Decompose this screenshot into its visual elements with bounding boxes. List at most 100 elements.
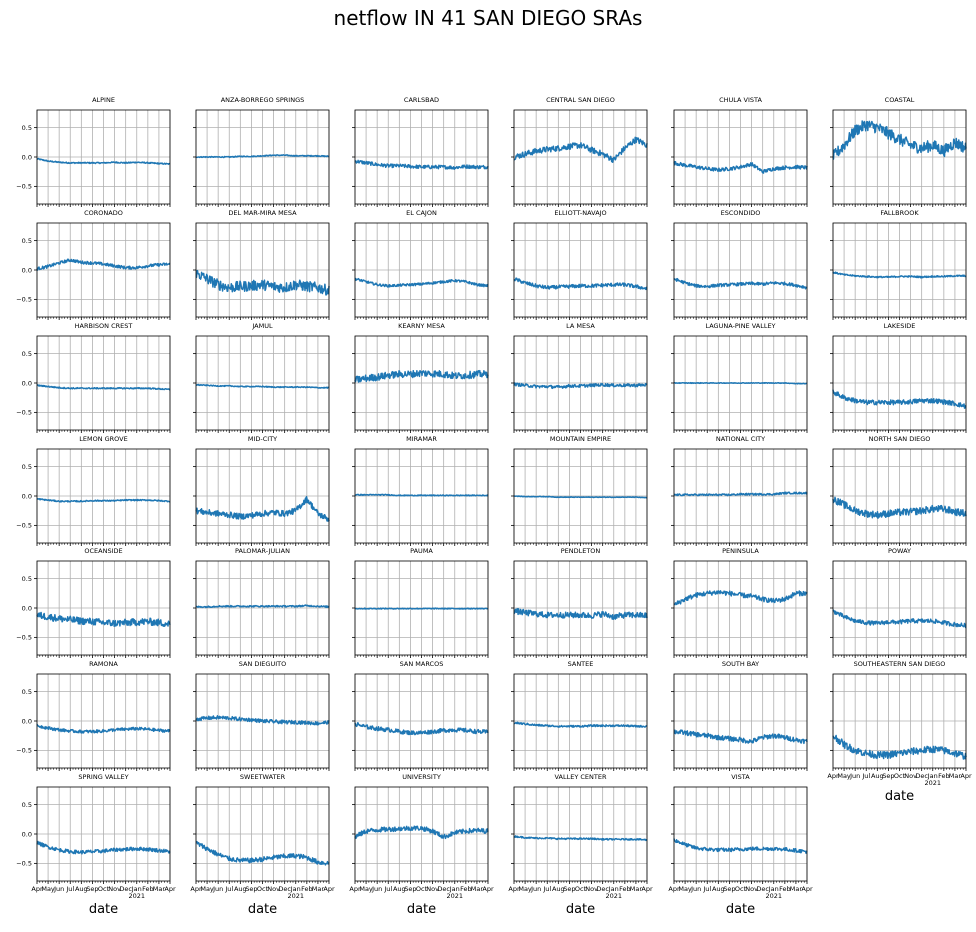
panel-el-cajon: EL CAJON bbox=[352, 209, 489, 320]
series-line bbox=[673, 381, 808, 385]
series-line bbox=[513, 607, 648, 620]
series-line bbox=[354, 825, 489, 840]
figure-title: netflow IN 41 SAN DIEGO SRAs bbox=[333, 6, 643, 30]
panel-elliott-navajo: ELLIOTT-NAVAJO bbox=[511, 209, 648, 320]
panel-title: CHULA VISTA bbox=[719, 96, 762, 104]
x-tick-label: Feb bbox=[142, 885, 154, 893]
x-tick-label: Apr bbox=[641, 885, 653, 893]
series-line bbox=[832, 389, 967, 409]
series-line bbox=[36, 498, 171, 503]
x-axis-label: date bbox=[407, 902, 436, 917]
panel-title: ELLIOTT-NAVAJO bbox=[554, 209, 606, 217]
series-line bbox=[36, 157, 171, 166]
y-tick-label: −0.5 bbox=[16, 183, 32, 191]
x-tick-label: Jul bbox=[383, 885, 392, 893]
series-line bbox=[673, 491, 808, 497]
y-tick-label: 0.5 bbox=[22, 801, 32, 809]
series-line bbox=[513, 835, 648, 842]
x-tick-label: Nov bbox=[745, 885, 758, 893]
x-tick-label: Jan bbox=[927, 772, 938, 780]
x-tick-label: Feb bbox=[938, 772, 950, 780]
panel-title: HARBISON CREST bbox=[75, 322, 133, 330]
panel-title: SAN DIEGUITO bbox=[239, 660, 286, 668]
series-line bbox=[673, 277, 808, 290]
series-line bbox=[36, 384, 171, 391]
y-tick-label: 0.5 bbox=[22, 688, 32, 696]
panel-title: NATIONAL CITY bbox=[716, 435, 765, 443]
panel-national-city: NATIONAL CITY bbox=[671, 435, 808, 546]
panel-title: PAUMA bbox=[410, 547, 433, 555]
panel-title: LEMON GROVE bbox=[79, 435, 128, 443]
series-line bbox=[673, 590, 808, 606]
y-tick-label: 0.5 bbox=[22, 575, 32, 583]
series-line bbox=[195, 154, 330, 159]
x-tick-label: May bbox=[200, 885, 214, 893]
panel-carlsbad: CARLSBAD bbox=[352, 96, 489, 207]
panel-santee: SANTEE bbox=[511, 660, 648, 771]
panel-san-marcos: SAN MARCOS bbox=[352, 660, 489, 771]
y-tick-label: 0.5 bbox=[22, 463, 32, 471]
x-tick-label: Nov bbox=[585, 885, 598, 893]
x-tick-label: Mar bbox=[790, 885, 803, 893]
series-line bbox=[673, 838, 808, 854]
panel-palomar-julian: PALOMAR-JULIAN bbox=[193, 547, 330, 658]
x-tick-label: Jun bbox=[53, 885, 64, 893]
series-line bbox=[195, 495, 330, 522]
x-tick-label: Apr bbox=[190, 885, 202, 893]
x-tick-label: Apr bbox=[801, 885, 813, 893]
x-tick-label: May bbox=[41, 885, 55, 893]
y-tick-label: 0.5 bbox=[22, 124, 32, 132]
x-tick-label: Dec bbox=[756, 885, 769, 893]
x-tick-label: Jul bbox=[224, 885, 233, 893]
x-year-label: 2021 bbox=[128, 892, 145, 900]
panel-escondido: ESCONDIDO bbox=[671, 209, 808, 320]
x-tick-label: Jul bbox=[702, 885, 711, 893]
panel-chula-vista: CHULA VISTA bbox=[671, 96, 808, 207]
x-tick-label: Aug bbox=[234, 885, 247, 893]
panel-peninsula: PENINSULA bbox=[671, 547, 808, 658]
panel-anza-borrego-springs: ANZA-BORREGO SPRINGS bbox=[193, 96, 330, 207]
y-tick-label: −0.5 bbox=[16, 296, 32, 304]
series-line bbox=[36, 611, 171, 628]
panel-north-san-diego: NORTH SAN DIEGO bbox=[830, 435, 967, 546]
x-tick-label: Sep bbox=[723, 885, 735, 893]
x-tick-label: Aug bbox=[712, 885, 725, 893]
series-line bbox=[354, 369, 489, 383]
series-line bbox=[354, 607, 489, 610]
x-year-label: 2021 bbox=[446, 892, 463, 900]
panel-title: MOUNTAIN EMPIRE bbox=[550, 435, 611, 443]
x-tick-label: Oct bbox=[257, 885, 269, 893]
x-tick-label: Mar bbox=[949, 772, 962, 780]
x-tick-label: Sep bbox=[563, 885, 575, 893]
y-tick-label: 0.0 bbox=[22, 379, 32, 387]
series-line bbox=[513, 382, 648, 390]
x-tick-label: Dec bbox=[596, 885, 609, 893]
series-line bbox=[195, 715, 330, 726]
x-tick-label: Jan bbox=[608, 885, 619, 893]
panel-title: POWAY bbox=[888, 547, 911, 555]
x-tick-label: Sep bbox=[245, 885, 257, 893]
panel-title: SOUTHEASTERN SAN DIEGO bbox=[854, 660, 946, 668]
panel-title: MID-CITY bbox=[248, 435, 277, 443]
series-line bbox=[195, 840, 330, 866]
x-year-label: 2021 bbox=[605, 892, 622, 900]
panel-title: RAMONA bbox=[89, 660, 118, 668]
x-tick-label: Dec bbox=[915, 772, 928, 780]
panel-title: CARLSBAD bbox=[404, 96, 439, 104]
panel-title: COASTAL bbox=[885, 96, 915, 104]
x-tick-label: Aug bbox=[75, 885, 88, 893]
x-tick-label: Nov bbox=[267, 885, 280, 893]
panel-pauma: PAUMA bbox=[352, 547, 489, 658]
panel-title: ALPINE bbox=[92, 96, 115, 104]
x-tick-label: Apr bbox=[508, 885, 520, 893]
y-tick-label: 0.0 bbox=[22, 266, 32, 274]
x-tick-label: Nov bbox=[426, 885, 439, 893]
x-tick-label: Oct bbox=[416, 885, 428, 893]
panel-del-mar-mira-mesa: DEL MAR-MIRA MESA bbox=[193, 209, 330, 320]
series-line bbox=[36, 723, 171, 734]
series-line bbox=[354, 493, 489, 497]
x-axis-label: date bbox=[89, 902, 118, 917]
panel-central-san-diego: CENTRAL SAN DIEGO bbox=[511, 96, 648, 207]
